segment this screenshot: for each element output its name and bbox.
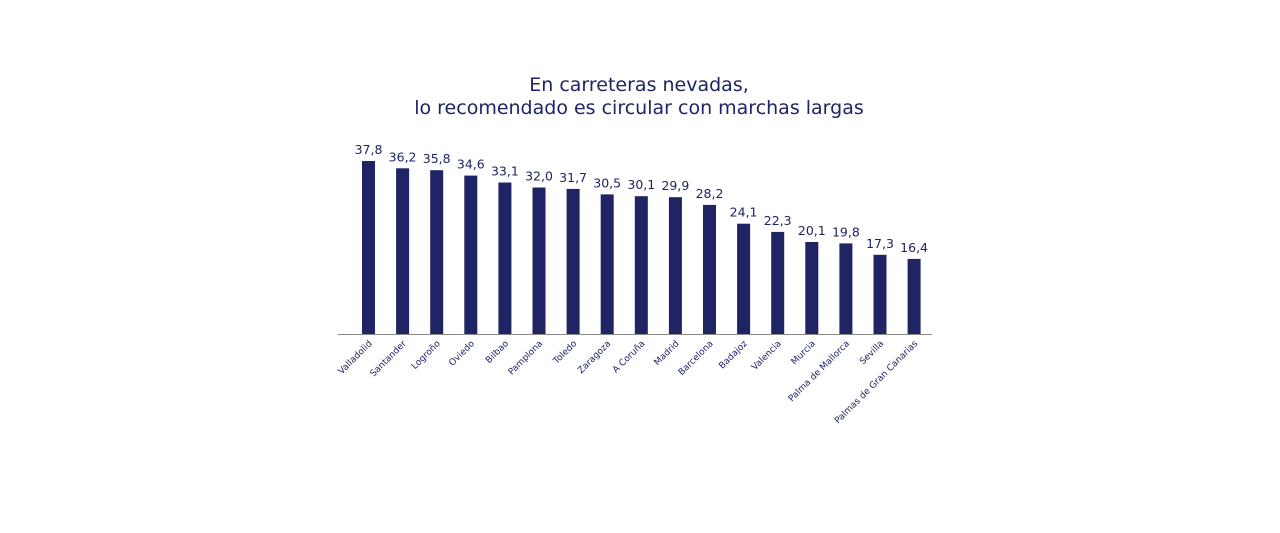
data-label: 37,8 <box>355 142 383 157</box>
data-label: 31,7 <box>559 170 587 185</box>
data-label: 24,1 <box>730 205 758 220</box>
data-label: 33,1 <box>491 164 519 179</box>
bar <box>873 254 887 334</box>
data-label: 28,2 <box>696 186 724 201</box>
bar <box>532 187 546 334</box>
data-label: 17,3 <box>866 236 894 251</box>
category-label: Madrid <box>653 339 682 368</box>
data-label: 30,5 <box>593 175 621 190</box>
bar <box>430 170 444 334</box>
bar <box>566 188 580 334</box>
category-label: Bilbao <box>484 339 511 366</box>
data-label: 36,2 <box>389 149 417 164</box>
bar <box>668 197 682 334</box>
data-label: 34,6 <box>457 157 485 172</box>
bar <box>805 242 819 334</box>
category-label: Barcelona <box>677 339 716 378</box>
bar <box>839 243 853 334</box>
bar <box>737 223 751 334</box>
data-label: 19,8 <box>832 224 860 239</box>
category-label: Pamplona <box>507 339 545 377</box>
data-label: 29,9 <box>661 178 689 193</box>
bar <box>600 194 614 334</box>
category-label: Zaragoza <box>576 339 613 376</box>
category-label: Santander <box>369 339 409 379</box>
bar <box>464 175 478 334</box>
data-label: 22,3 <box>764 213 792 228</box>
category-label: Oviedo <box>447 339 477 369</box>
category-label: Palma de Mallorca <box>787 339 852 404</box>
data-label: 30,1 <box>627 177 655 192</box>
data-label: 20,1 <box>798 223 826 238</box>
data-label: 16,4 <box>900 240 928 255</box>
chart-title-line-1: En carreteras nevadas, <box>529 74 749 96</box>
category-label: Valencia <box>750 339 784 373</box>
category-label: Toledo <box>551 339 579 367</box>
category-label: A Coruña <box>611 339 647 375</box>
category-label: Sevilla <box>858 339 886 367</box>
bar <box>703 204 716 334</box>
bar <box>498 182 512 334</box>
data-label: 35,8 <box>423 151 451 166</box>
bar <box>396 168 410 334</box>
bar <box>907 258 921 334</box>
chart-title-line-2: lo recomendado es circular con marchas l… <box>414 97 864 119</box>
category-label: Badajoz <box>717 339 749 371</box>
bars-group: 37,8Valladolid36,2Santander35,8Logroño34… <box>337 142 928 426</box>
bar <box>634 196 648 334</box>
category-label: Logroño <box>410 339 443 372</box>
bar <box>362 161 375 334</box>
category-label: Murcia <box>790 339 818 367</box>
bar <box>771 231 785 334</box>
data-label: 32,0 <box>525 169 553 184</box>
